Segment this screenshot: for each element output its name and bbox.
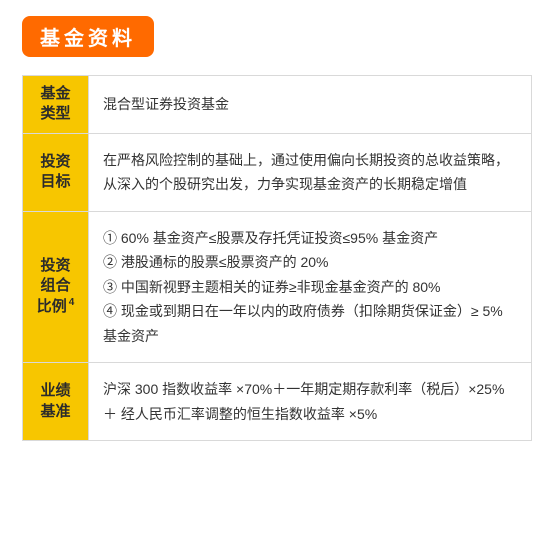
row-header: 投资目标 <box>23 133 89 211</box>
value-line: ④ 现金或到期日在一年以内的政府债券（扣除期货保证金）≥ 5% 基金资产 <box>103 299 517 348</box>
table-row: 投资目标在严格风险控制的基础上，通过使用偏向长期投资的总收益策略，从深入的个股研… <box>23 133 532 211</box>
table-row: 业绩基准沪深 300 指数收益率 ×70%＋一年期定期存款利率（税后）×25%＋… <box>23 363 532 441</box>
value-line: 在严格风险控制的基础上，通过使用偏向长期投资的总收益策略，从深入的个股研究出发，… <box>103 148 517 197</box>
fund-info-table: 基金类型混合型证券投资基金投资目标在严格风险控制的基础上，通过使用偏向长期投资的… <box>22 75 532 441</box>
table-row: 基金类型混合型证券投资基金 <box>23 76 532 134</box>
row-header: 投资组合比例4 <box>23 211 89 363</box>
section-title-badge: 基金资料 <box>22 16 154 57</box>
value-line: ① 60% 基金资产≤股票及存托凭证投资≤95% 基金资产 <box>103 226 517 251</box>
value-line: 混合型证券投资基金 <box>103 92 517 117</box>
row-value: 混合型证券投资基金 <box>89 76 532 134</box>
row-header: 业绩基准 <box>23 363 89 441</box>
row-value: ① 60% 基金资产≤股票及存托凭证投资≤95% 基金资产② 港股通标的股票≤股… <box>89 211 532 363</box>
value-line: ③ 中国新视野主题相关的证券≥非现金基金资产的 80% <box>103 275 517 300</box>
fund-info-tbody: 基金类型混合型证券投资基金投资目标在严格风险控制的基础上，通过使用偏向长期投资的… <box>23 76 532 441</box>
row-value: 沪深 300 指数收益率 ×70%＋一年期定期存款利率（税后）×25%＋ 经人民… <box>89 363 532 441</box>
value-line: 沪深 300 指数收益率 ×70%＋一年期定期存款利率（税后）×25%＋ 经人民… <box>103 377 517 426</box>
footnote-marker: 4 <box>69 297 75 308</box>
row-value: 在严格风险控制的基础上，通过使用偏向长期投资的总收益策略，从深入的个股研究出发，… <box>89 133 532 211</box>
value-line: ② 港股通标的股票≤股票资产的 20% <box>103 250 517 275</box>
row-header: 基金类型 <box>23 76 89 134</box>
table-row: 投资组合比例4① 60% 基金资产≤股票及存托凭证投资≤95% 基金资产② 港股… <box>23 211 532 363</box>
